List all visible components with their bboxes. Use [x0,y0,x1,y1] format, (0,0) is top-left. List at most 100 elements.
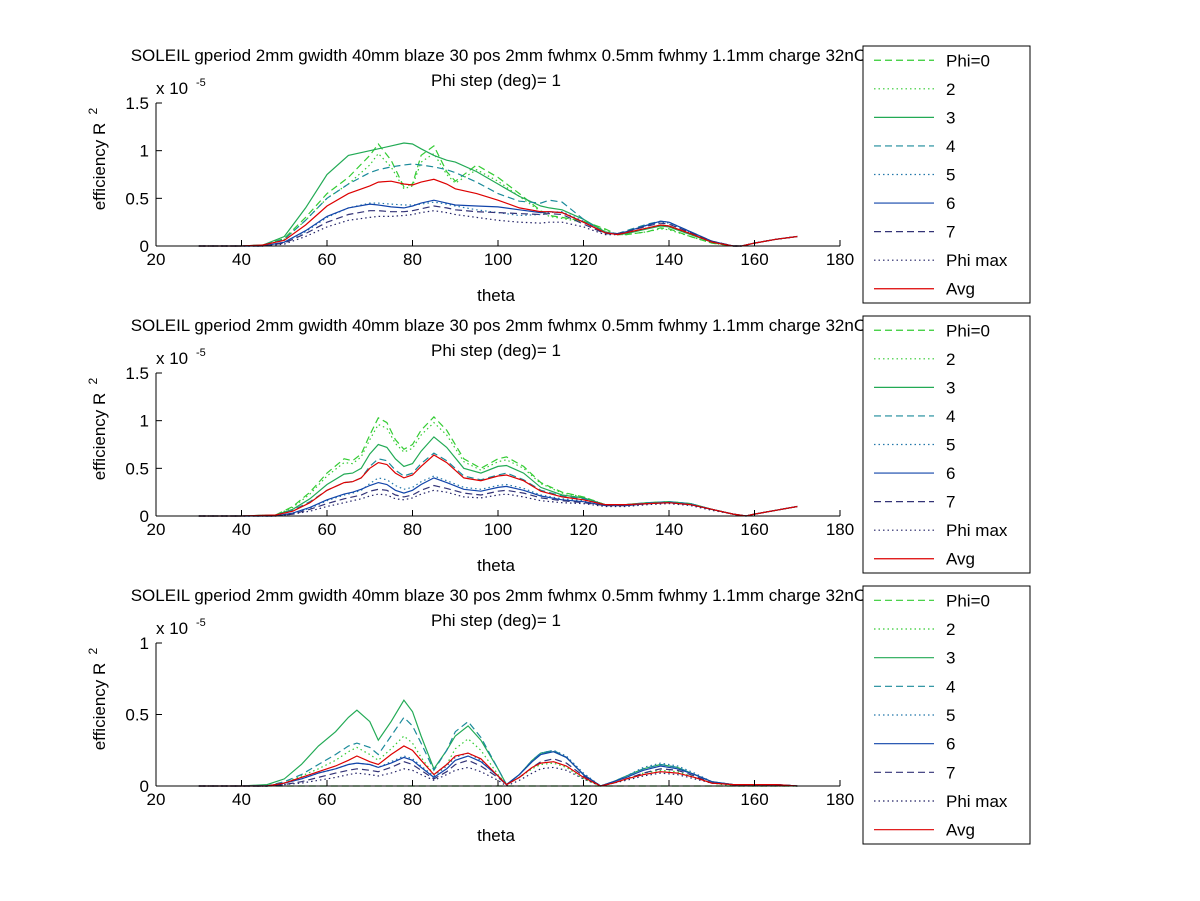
legend-box [862,45,1031,304]
x-tick-label: 100 [484,250,512,269]
legend-label-7: 7 [946,763,955,782]
series-line-9 [198,745,798,787]
legend-label-5: 5 [946,166,955,185]
chart-subtitle: Phi step (deg)= 1 [431,341,561,360]
x-tick-label: 180 [826,250,854,269]
y-tick-label: 1 [140,634,149,653]
x-tick-label: 140 [655,790,683,809]
x-tick-label: 80 [403,250,422,269]
x-axis-label: theta [477,826,515,845]
legend-label-1: Phi=0 [946,51,990,70]
x-tick-label: 160 [740,520,768,539]
axis-multiplier-exponent: -5 [196,347,206,359]
x-tick-label: 80 [403,520,422,539]
series-line-4 [198,452,798,517]
series-line-9 [198,178,798,247]
series-line-7 [198,758,798,787]
legend-label-5: 5 [946,706,955,725]
legend-box [862,585,1031,845]
y-axis-label: efficiency R [90,123,109,211]
y-tick-label: 1.5 [125,94,149,113]
x-tick-label: 20 [147,520,166,539]
chart-title: SOLEIL gperiod 2mm gwidth 40mm blaze 30 … [131,316,950,335]
y-axis-label-superscript: 2 [86,378,100,385]
legend-label-2: 2 [946,620,955,639]
y-tick-label: 0 [140,237,149,256]
x-tick-label: 20 [147,250,166,269]
series-line-6 [198,199,798,247]
series-line-7 [198,205,798,247]
legend-label-2: 2 [946,350,955,369]
y-tick-label: 1 [140,142,149,161]
x-tick-label: 180 [826,520,854,539]
y-axis-label: efficiency R [90,393,109,481]
axis-multiplier-exponent: -5 [196,617,206,629]
legend-label-4: 4 [946,137,955,156]
legend-label-6: 6 [946,464,955,483]
chart-title: SOLEIL gperiod 2mm gwidth 40mm blaze 30 … [131,586,950,605]
legend-label-7: 7 [946,223,955,242]
x-tick-label: 140 [655,250,683,269]
x-axis-label: theta [477,286,515,305]
x-tick-label: 120 [569,790,597,809]
y-axis-label-group: efficiency R 2 [86,378,109,481]
legend-label-3: 3 [946,649,955,668]
series-line-5 [198,475,798,517]
y-tick-label: 1 [140,412,149,431]
legend-label-2: 2 [946,80,955,99]
legend: Phi=0 2 3 4 5 6 7 Phi max Avg [862,585,1031,845]
legend: Phi=0 2 3 4 5 6 7 Phi max Avg [862,315,1031,574]
series-line-4 [198,716,798,787]
x-tick-label: 100 [484,790,512,809]
legend-label-8: Phi max [946,251,1008,270]
series-line-5 [198,201,798,247]
chart-subtitle: Phi step (deg)= 1 [431,611,561,630]
series-lines [198,142,798,247]
x-tick-label: 80 [403,790,422,809]
x-tick-label: 60 [318,250,337,269]
x-tick-label: 120 [569,520,597,539]
y-axis-label: efficiency R [90,663,109,751]
legend-label-4: 4 [946,677,955,696]
x-tick-label: 140 [655,520,683,539]
series-lines [198,416,798,517]
series-lines [198,699,798,787]
legend-label-9: Avg [946,550,975,569]
y-axis-label-superscript: 2 [86,108,100,115]
x-tick-label: 40 [232,250,251,269]
series-line-2 [198,421,798,517]
y-tick-label: 1.5 [125,364,149,383]
legend-label-5: 5 [946,436,955,455]
axis-multiplier: x 10 [156,619,188,638]
x-axis-label: theta [477,556,515,575]
legend-label-8: Phi max [946,792,1008,811]
x-tick-label: 60 [318,520,337,539]
x-tick-label: 120 [569,250,597,269]
legend-label-6: 6 [946,194,955,213]
legend-label-7: 7 [946,493,955,512]
legend-label-8: Phi max [946,521,1008,540]
chart-panel-1: SOLEIL gperiod 2mm gwidth 40mm blaze 30 … [86,45,1031,305]
legend-label-9: Avg [946,821,975,840]
series-line-3 [198,436,798,517]
y-tick-label: 0.5 [125,706,149,725]
y-tick-label: 0.5 [125,459,149,478]
y-tick-label: 0 [140,777,149,796]
series-line-3 [198,142,798,247]
legend-box [862,315,1031,574]
axis-multiplier: x 10 [156,349,188,368]
legend-label-9: Avg [946,280,975,299]
series-line-8 [198,489,798,517]
series-line-9 [198,454,798,517]
legend-label-1: Phi=0 [946,321,990,340]
legend-label-6: 6 [946,735,955,754]
x-tick-label: 60 [318,790,337,809]
chart-panel-3: SOLEIL gperiod 2mm gwidth 40mm blaze 30 … [86,585,1031,845]
series-line-6 [198,751,798,787]
x-tick-label: 40 [232,520,251,539]
y-axis-label-superscript: 2 [86,648,100,655]
y-axis-label-group: efficiency R 2 [86,648,109,751]
legend-label-3: 3 [946,108,955,127]
x-tick-label: 100 [484,520,512,539]
